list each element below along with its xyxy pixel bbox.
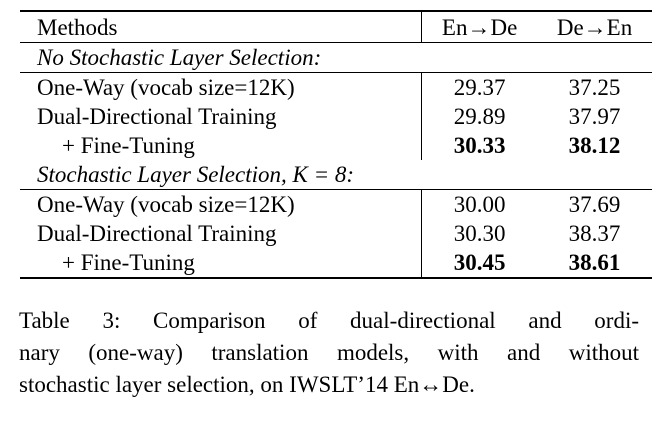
table-row: Dual-Directional Training 30.30 38.37 bbox=[20, 219, 652, 248]
table-row: One-Way (vocab size=12K) 30.00 37.69 bbox=[20, 189, 652, 219]
section-title-row: No Stochastic Layer Selection: bbox=[20, 42, 652, 73]
method-cell: One-Way (vocab size=12K) bbox=[37, 192, 295, 217]
table-header-row: Methods En→De De→En bbox=[20, 10, 652, 43]
en-de-cell-best: 30.45 bbox=[421, 248, 538, 279]
fine-tuning-label: + Fine-Tuning bbox=[62, 250, 195, 275]
section-title-no-stochastic: No Stochastic Layer Selection: bbox=[20, 42, 652, 73]
en-de-cell: 29.37 bbox=[421, 72, 538, 102]
de-en-cell: 37.69 bbox=[568, 192, 621, 217]
en-de-cell: 30.00 bbox=[421, 189, 538, 219]
header-en-de: En→De bbox=[421, 10, 538, 43]
caption-line: stochastic layer selection, on IWSLT’14 … bbox=[19, 372, 475, 397]
header-de-en: De→En bbox=[537, 10, 652, 43]
method-cell: + Fine-Tuning bbox=[20, 131, 422, 160]
results-table-container: Methods En→De De→En No Stochastic Layer … bbox=[20, 10, 652, 279]
de-en-cell: 37.25 bbox=[568, 75, 621, 100]
table-caption: Table 3: Comparison of dual-directional … bbox=[19, 305, 639, 401]
fine-tuning-label: + Fine-Tuning bbox=[62, 133, 195, 158]
de-en-cell: 38.37 bbox=[568, 221, 621, 246]
method-cell: Dual-Directional Training bbox=[37, 221, 277, 246]
en-de-cell-best: 30.33 bbox=[421, 131, 538, 160]
table-row: One-Way (vocab size=12K) 29.37 37.25 bbox=[20, 72, 652, 102]
method-cell: One-Way (vocab size=12K) bbox=[37, 75, 295, 100]
caption-line: Table 3: Comparison of dual-directional … bbox=[19, 308, 639, 333]
section-title-stochastic: Stochastic Layer Selection, K = 8: bbox=[20, 160, 652, 190]
table-row: Dual-Directional Training 29.89 37.97 bbox=[20, 102, 652, 131]
method-cell: Dual-Directional Training bbox=[37, 104, 277, 129]
en-de-cell: 29.89 bbox=[421, 102, 538, 131]
table-row: + Fine-Tuning 30.33 38.12 bbox=[20, 131, 652, 160]
section-title-row: Stochastic Layer Selection, K = 8: bbox=[20, 160, 652, 190]
en-de-cell: 30.30 bbox=[421, 219, 538, 248]
de-en-cell-best: 38.12 bbox=[568, 133, 621, 158]
results-table: Methods En→De De→En No Stochastic Layer … bbox=[20, 10, 652, 279]
header-methods: Methods bbox=[20, 10, 422, 43]
caption-line: nary (one-way) translation models, with … bbox=[19, 340, 639, 365]
de-en-cell: 37.97 bbox=[568, 104, 621, 129]
de-en-cell-best: 38.61 bbox=[537, 248, 652, 279]
method-cell: + Fine-Tuning bbox=[20, 248, 422, 279]
table-row: + Fine-Tuning 30.45 38.61 bbox=[20, 248, 652, 279]
